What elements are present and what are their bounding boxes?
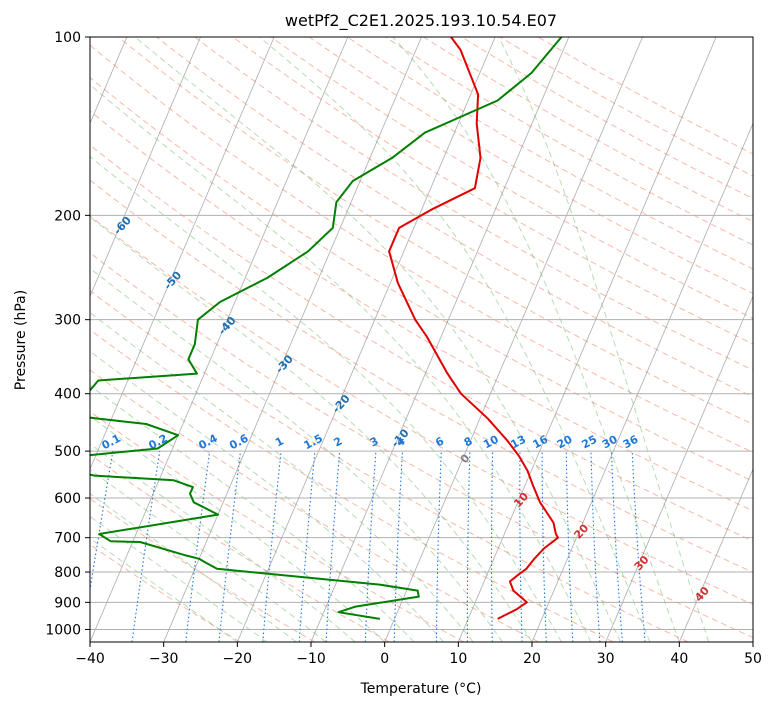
dry-adiabat-line	[90, 453, 390, 642]
chart-title: wetPf2_C2E1.2025.193.10.54.E07	[285, 11, 557, 31]
moist-adiabat-line	[134, 37, 621, 642]
mixing-ratio-label: 36	[621, 433, 641, 452]
mixing-ratio-labels: 0.1 0.2 0.4 0.6 1 1.5 2 3 4 6 8 10 13 16 20 25 30 36	[100, 432, 641, 453]
isotherm-line	[310, 37, 570, 642]
isotherm-line	[90, 37, 201, 298]
x-axis-label: Temperature (°C)	[360, 681, 482, 697]
moist-adiabat-line	[259, 37, 651, 642]
x-tick-label: −40	[75, 651, 105, 667]
moist-adiabat-line	[90, 216, 533, 642]
mixing-ratio-label: 30	[600, 433, 620, 452]
x-tick-label: 30	[597, 651, 615, 667]
moist-adiabat-line	[90, 537, 238, 642]
x-tick-label: 0	[380, 651, 389, 667]
mixing-ratio-line	[131, 451, 161, 642]
mixing-ratio-label: 25	[580, 433, 600, 452]
isotherm-line	[457, 37, 717, 642]
mixing-ratio-label: 10	[481, 433, 501, 452]
isotherm-line	[236, 37, 496, 642]
dry-adiabat-line	[194, 37, 753, 371]
dry-adiabat-line	[90, 179, 753, 573]
dry-adiabat-line	[90, 144, 753, 542]
mixing-ratio-line	[262, 451, 282, 642]
profiles	[90, 37, 563, 620]
y-tick-label: 200	[54, 208, 81, 224]
y-tick-label: 100	[54, 30, 81, 46]
dry-adiabat-line	[90, 252, 753, 639]
y-axis: 100 200 300 400 500 600 700 800 900 1000	[45, 30, 90, 638]
plot-frame	[89, 36, 754, 643]
x-tick-label: −30	[149, 651, 179, 667]
y-tick-label: 900	[54, 595, 81, 611]
isotherm-label: -70	[57, 167, 80, 191]
moist-adiabat-line	[90, 515, 268, 642]
temperature-profile-line	[388, 37, 559, 620]
y-tick-label: 400	[54, 387, 81, 403]
dry-adiabat-line	[90, 110, 753, 512]
dry-adiabat-line	[90, 215, 753, 606]
dry-adiabat-line	[90, 498, 315, 642]
isotherm-line	[90, 37, 275, 471]
isotherm-line	[384, 37, 643, 642]
y-axis-label: Pressure (hPa)	[13, 290, 29, 390]
y-tick-label: 800	[54, 565, 81, 581]
moist-adiabat-line	[90, 493, 297, 642]
background-lines	[90, 37, 753, 642]
y-tick-label: 600	[54, 491, 81, 507]
isotherm-line	[752, 640, 753, 642]
y-tick-label: 700	[54, 531, 81, 547]
mixing-ratio-line	[631, 451, 646, 642]
isotherm-line	[163, 37, 422, 642]
isotherm-line	[678, 468, 753, 642]
mixing-ratio-label: 13	[508, 433, 528, 452]
dewpoint-profile-line	[90, 37, 563, 620]
mixing-ratio-label: 16	[531, 433, 551, 452]
mixing-ratio-line	[185, 451, 211, 642]
x-tick-label: −10	[296, 651, 326, 667]
moist-adiabat-line	[498, 37, 710, 642]
x-tick-label: 20	[523, 651, 541, 667]
mixing-ratio-line	[298, 451, 316, 642]
dry-adiabat-line	[90, 369, 540, 642]
isotherm-label: -80	[1, 127, 24, 151]
mixing-ratio-label: 20	[555, 433, 575, 452]
moist-adiabat-line	[90, 311, 474, 642]
moist-adiabat-line	[90, 384, 415, 642]
x-tick-label: 50	[744, 651, 762, 667]
x-tick-label: 40	[670, 651, 688, 667]
isotherm-line	[605, 295, 753, 642]
moist-adiabat-line	[90, 350, 444, 642]
x-tick-label: −20	[223, 651, 253, 667]
dry-adiabat-line	[90, 77, 753, 482]
dry-adiabat-line	[90, 44, 753, 453]
dry-adiabat-line	[90, 329, 614, 642]
x-tick-label: 10	[449, 651, 467, 667]
moist-adiabat-line	[90, 267, 503, 642]
y-tick-label: 1000	[45, 622, 81, 638]
x-axis: −40 −30 −20 −10 0 10 20 30 40 50	[75, 642, 762, 667]
dry-adiabat-line	[232, 37, 753, 345]
y-tick-label: 500	[54, 444, 81, 460]
plot-area	[90, 37, 753, 642]
y-tick-label: 300	[54, 313, 81, 329]
mixing-ratio-line	[90, 451, 114, 594]
moist-adiabat-line	[90, 415, 386, 642]
moist-adiabat-line	[90, 469, 327, 642]
moist-adiabat-line	[392, 37, 680, 642]
moist-adiabat-line	[90, 155, 562, 642]
isotherm-line	[531, 122, 753, 642]
mixing-ratio-line	[218, 451, 242, 642]
